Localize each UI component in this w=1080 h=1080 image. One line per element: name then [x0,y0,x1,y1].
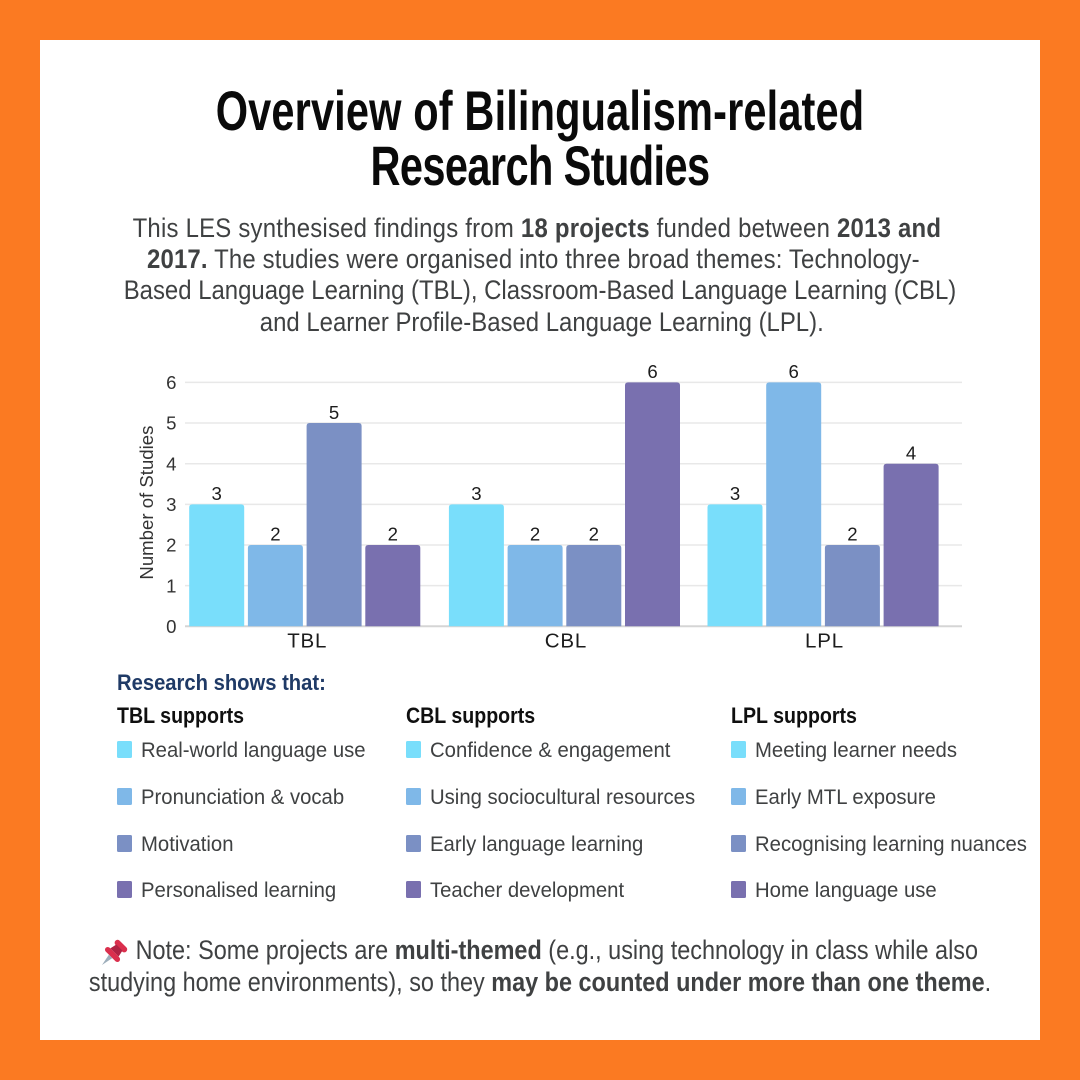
svg-text:2: 2 [589,524,599,545]
svg-text:2: 2 [530,524,540,545]
svg-text:0: 0 [166,616,176,637]
svg-text:4: 4 [906,442,916,463]
svg-text:Number of Studies: Number of Studies [136,426,157,580]
svg-text:LPL: LPL [805,630,844,653]
svg-text:6: 6 [647,361,657,382]
svg-text:3: 3 [730,483,740,504]
svg-text:6: 6 [789,361,799,382]
svg-text:5: 5 [329,402,339,423]
svg-text:3: 3 [212,483,222,504]
svg-text:3: 3 [166,494,176,515]
svg-text:2: 2 [166,535,176,556]
svg-text:3: 3 [471,483,481,504]
svg-text:4: 4 [166,453,176,474]
svg-text:TBL: TBL [287,630,327,653]
svg-text:6: 6 [166,372,176,393]
svg-text:5: 5 [166,413,176,434]
svg-text:CBL: CBL [545,630,587,653]
svg-text:2: 2 [388,524,398,545]
svg-text:2: 2 [270,524,280,545]
svg-text:2: 2 [847,524,857,545]
svg-text:1: 1 [166,575,176,596]
